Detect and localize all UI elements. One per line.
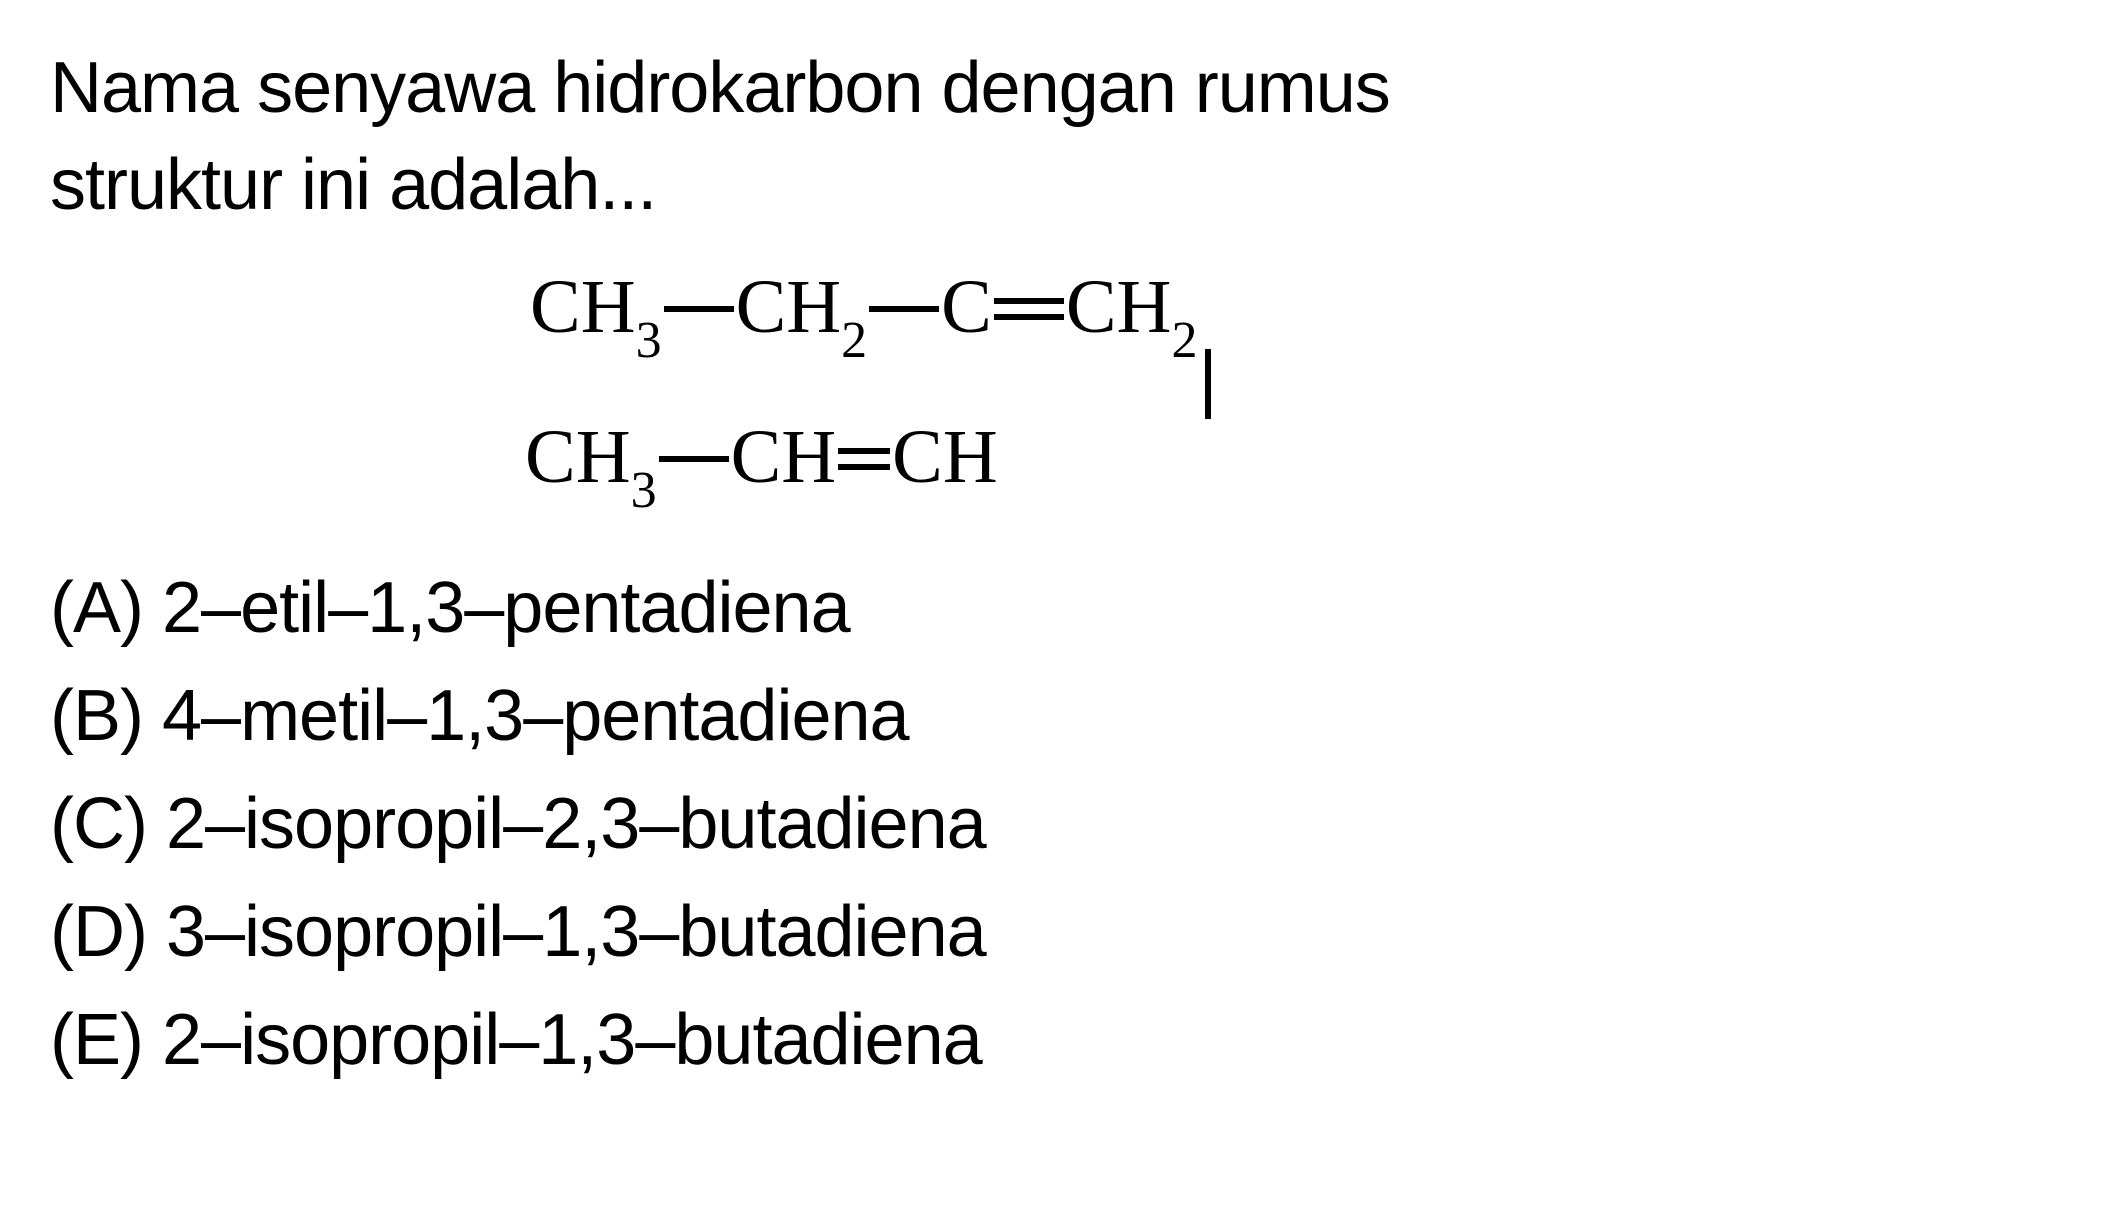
ch-group: CH (892, 415, 998, 499)
structure-bottom-chain: CH3 CH CH (525, 414, 998, 511)
ch2-group: CH2 (736, 265, 868, 349)
single-bond (869, 306, 939, 312)
option-d: (D) 3–isopropil–1,3–butadiena (50, 878, 2066, 986)
option-b: (B) 4–metil–1,3–pentadiena (50, 662, 2066, 770)
double-bond (838, 448, 890, 470)
option-c: (C) 2–isopropil–2,3–butadiena (50, 770, 2066, 878)
option-e: (E) 2–isopropil–1,3–butadiena (50, 986, 2066, 1094)
option-a: (A) 2–etil–1,3–pentadiena (50, 554, 2066, 662)
c-group: C (941, 265, 992, 349)
ch3-group: CH3 (525, 415, 657, 499)
single-bond (659, 456, 729, 462)
question-line1: Nama senyawa hidrokarbon dengan rumus (50, 48, 1390, 128)
question-line2: struktur ini adalah... (50, 145, 656, 225)
double-bond (994, 298, 1064, 320)
question-text: Nama senyawa hidrokarbon dengan rumus st… (50, 40, 2066, 234)
ch3-group: CH3 (530, 265, 662, 349)
vertical-bond (1205, 349, 1211, 419)
ch-group: CH (731, 415, 837, 499)
single-bond (664, 306, 734, 312)
answer-options: (A) 2–etil–1,3–pentadiena (B) 4–metil–1,… (50, 554, 2066, 1094)
structure-top-chain: CH3 CH2 C CH2 (530, 264, 1197, 361)
ch2-group: CH2 (1066, 265, 1198, 349)
chemical-structure: CH3 CH2 C CH2 CH3 CH CH (50, 264, 2066, 514)
